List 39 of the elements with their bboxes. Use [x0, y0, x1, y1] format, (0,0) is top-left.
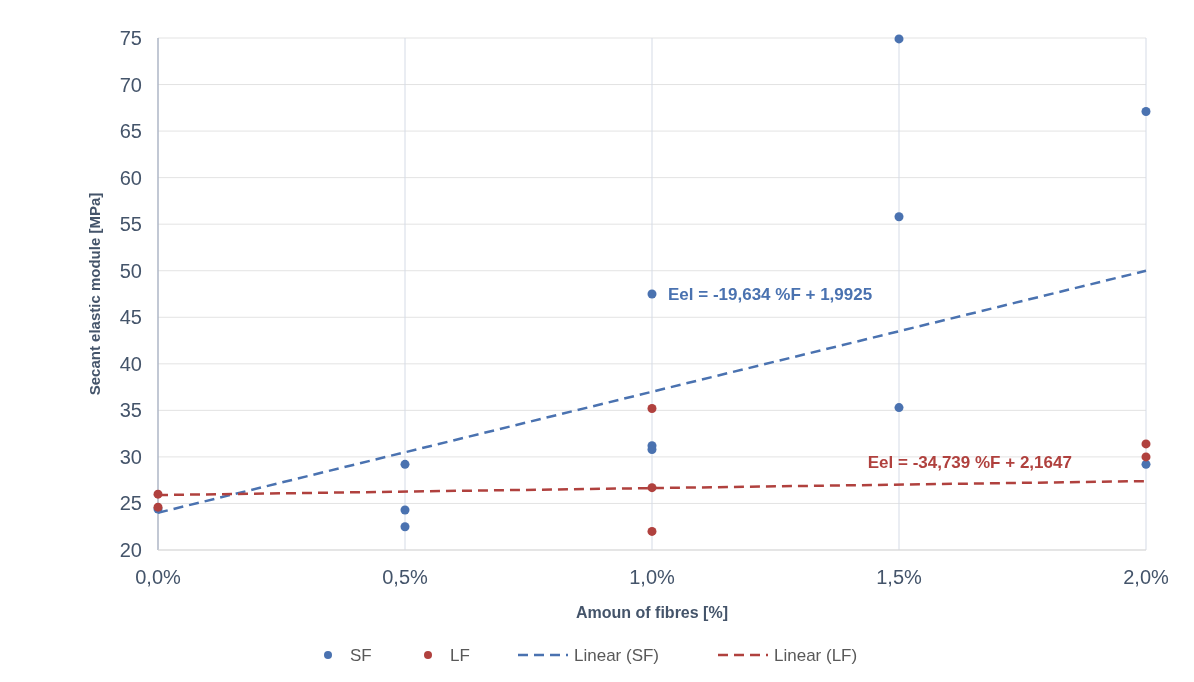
annotation: Eel = -34,739 %F + 2,1647 [867, 452, 1072, 472]
point [400, 505, 410, 515]
point [1141, 452, 1151, 462]
point [647, 483, 657, 493]
legend-label: Linear (LF) [774, 645, 858, 665]
x-tick-label: 2,0% [1123, 566, 1170, 588]
point [153, 489, 163, 499]
y-tick-label: 50 [119, 259, 142, 282]
point [894, 212, 904, 222]
point [647, 526, 657, 536]
point [400, 522, 410, 532]
legend-label: SF [350, 645, 372, 665]
y-tick-label: 40 [119, 352, 142, 375]
point [1141, 439, 1151, 449]
legend-label: Linear (SF) [574, 645, 660, 665]
y-tick-label: 75 [119, 27, 142, 49]
y-tick-label: 55 [119, 213, 142, 236]
y-axis-title: Secant elastic module [MPa] [86, 192, 103, 396]
x-tick-label: 1,5% [876, 566, 923, 588]
y-tick-label: 25 [119, 492, 142, 515]
y-tick-label: 70 [119, 73, 142, 96]
x-tick-label: 0,0% [135, 566, 182, 588]
point [894, 34, 904, 44]
point [400, 459, 410, 469]
y-tick-label: 65 [119, 120, 142, 143]
point [647, 404, 657, 413]
x-axis-title: Amoun of fibres [%] [576, 604, 728, 621]
x-tick-label: 1,0% [629, 566, 676, 588]
y-tick-label: 35 [119, 399, 142, 422]
x-tick-label: 0,5% [382, 566, 429, 588]
point [894, 403, 904, 413]
point [1141, 107, 1151, 117]
y-tick-label: 45 [119, 306, 142, 329]
legend-label: LF [450, 645, 470, 665]
point [647, 289, 657, 299]
y-tick-label: 30 [119, 445, 142, 468]
y-tick-label: 60 [119, 166, 142, 189]
y-tick-label: 20 [119, 539, 142, 561]
annotation: Eel = -19,634 %F + 1,9925 [668, 284, 873, 304]
